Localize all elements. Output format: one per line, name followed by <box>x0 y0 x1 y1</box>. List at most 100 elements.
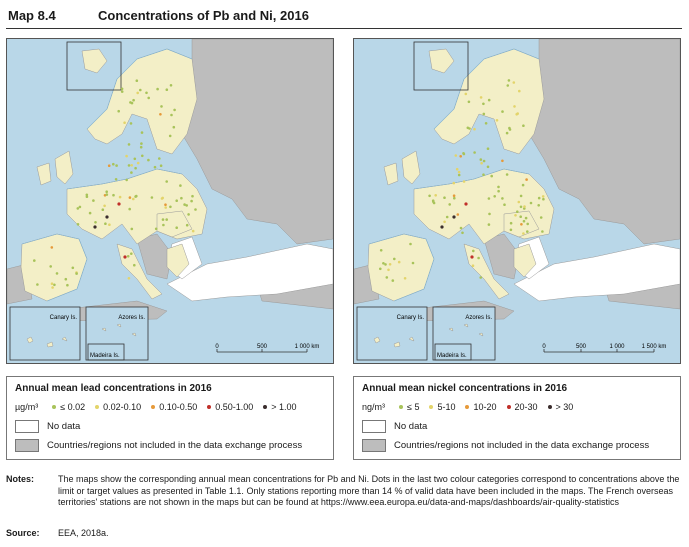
station-dot <box>537 196 541 200</box>
station-dot <box>501 110 504 113</box>
station-dot <box>164 203 167 206</box>
station-dot <box>66 283 69 287</box>
station-dot <box>507 79 511 82</box>
station-dot <box>183 203 186 206</box>
station-dot <box>128 207 131 211</box>
station-dot <box>479 158 483 161</box>
nickel-legend: Annual mean nickel concentrations in 201… <box>353 376 681 460</box>
station-dot <box>477 256 480 260</box>
excluded-swatch <box>362 439 386 452</box>
station-dot <box>51 286 54 289</box>
legend-classes: µg/m³ ≤ 0.02 0.02-0.10 0.10-0.50 0.50-1.00 >… <box>15 402 297 412</box>
station-dot <box>71 266 75 270</box>
station-dot <box>107 164 111 167</box>
station-dot <box>140 142 143 145</box>
legend-class-label: 0.50-1.00 <box>215 402 254 412</box>
legend-class-label: 10-20 <box>473 402 497 412</box>
figure-header: Map 8.4 Concentrations of Pb and Ni, 201… <box>6 6 682 29</box>
bottom-insets: Canary Is. Azores Is. Madeira Is. <box>356 306 496 361</box>
source-label: Source: <box>6 528 40 538</box>
station-dot <box>185 204 188 207</box>
station-dot <box>487 223 491 226</box>
legend-no-data: No data <box>15 420 80 433</box>
station-dot <box>150 196 154 199</box>
station-dot <box>519 194 523 198</box>
legend-dot <box>95 405 100 409</box>
legend-class-label: ≤ 5 <box>407 402 420 412</box>
legend-dot <box>207 405 212 409</box>
station-dot <box>443 196 446 199</box>
legend-class-label: 0.10-0.50 <box>159 402 198 412</box>
map-canvas: Canary Is. Azores Is. Madeira Is. 0 500 … <box>354 39 680 361</box>
station-dot <box>127 143 131 146</box>
madeira-label: Madeira Is. <box>90 353 120 359</box>
station-dot <box>173 108 176 112</box>
station-dot <box>170 113 173 117</box>
azores-label: Azores Is. <box>118 315 145 321</box>
station-dot <box>123 255 127 259</box>
station-dot <box>537 204 540 207</box>
legend-dot <box>151 405 156 409</box>
station-dot <box>479 276 482 279</box>
station-dot <box>509 228 513 232</box>
azores-label: Azores Is. <box>465 315 492 321</box>
station-dot <box>132 197 135 201</box>
legend-class-2: 0.02-0.10 <box>95 402 141 412</box>
station-dot <box>139 88 142 92</box>
scale-0: 0 <box>215 344 219 350</box>
station-dot <box>484 122 488 125</box>
station-dot <box>379 267 382 271</box>
excluded-label: Countries/regions not included in the da… <box>47 440 303 451</box>
station-dot <box>516 112 519 115</box>
station-dot <box>464 202 468 206</box>
station-dot <box>385 276 389 279</box>
station-dot <box>133 263 136 267</box>
nickel-map: Canary Is. Azores Is. Madeira Is. 0 500 … <box>353 38 681 364</box>
legend-title: Annual mean lead concentrations in 2016 <box>15 383 212 394</box>
station-dot <box>391 279 395 282</box>
scale-bar: 0 500 1 000 1 500 km <box>542 344 666 353</box>
station-dot <box>473 127 476 131</box>
map-number: Map 8.4 <box>8 8 56 23</box>
station-dot <box>473 151 476 154</box>
station-dot <box>127 277 131 280</box>
legend-dot <box>52 405 57 409</box>
station-dot <box>455 167 459 171</box>
station-dot <box>456 213 460 216</box>
station-dot <box>158 157 161 160</box>
station-dot <box>105 215 109 219</box>
station-dot <box>464 92 468 96</box>
station-dot <box>139 145 143 149</box>
excluded-land <box>7 39 333 322</box>
station-dot <box>135 79 139 82</box>
legend-class-3: 0.10-0.50 <box>151 402 197 412</box>
legend-unit: µg/m³ <box>15 402 39 412</box>
station-dot <box>161 218 165 221</box>
station-dot <box>127 164 131 167</box>
station-dot <box>125 154 128 158</box>
station-dot <box>103 204 106 208</box>
no-data-swatch <box>362 420 386 433</box>
station-dot <box>159 164 163 167</box>
station-dot <box>501 159 504 163</box>
station-dot <box>452 181 456 185</box>
source-text: EEA, 2018a. <box>58 528 109 538</box>
station-dot <box>523 207 526 210</box>
station-dot <box>525 178 528 181</box>
station-dot <box>497 185 500 189</box>
scale-1000: 1 000 <box>609 344 625 350</box>
station-dot <box>165 218 168 221</box>
station-dot <box>33 259 36 262</box>
station-dot <box>191 229 195 233</box>
station-dot <box>134 166 137 170</box>
legend-class-5: > 1.00 <box>263 402 297 412</box>
station-dot <box>154 227 158 231</box>
station-dot <box>470 255 474 259</box>
station-dot <box>482 102 485 106</box>
station-dot <box>519 205 523 209</box>
legend-class-label: 0.02-0.10 <box>103 402 142 412</box>
station-dot <box>506 84 510 87</box>
station-dot <box>88 211 92 215</box>
station-dot <box>93 225 97 229</box>
station-dot <box>120 87 124 91</box>
